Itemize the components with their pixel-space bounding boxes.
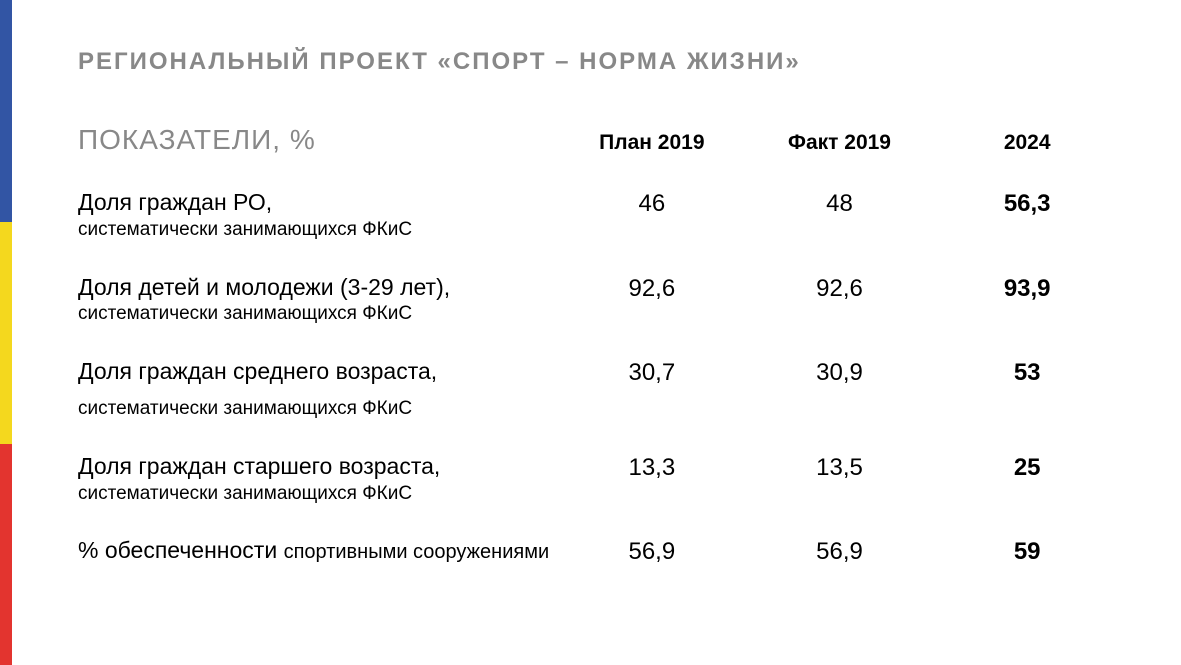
row-label-sub: систематически занимающихся ФКиС [78, 218, 558, 243]
cell-plan2019: 46 [558, 188, 746, 218]
cell-fact2019: 48 [746, 188, 934, 218]
col-header-plan2019: План 2019 [558, 131, 746, 155]
row-label-sub: систематически занимающихся ФКиС [78, 482, 558, 507]
cell-plan2019: 92,6 [558, 273, 746, 303]
cell-2024: 93,9 [933, 273, 1121, 303]
row-label-sub: систематически занимающихся ФКиС [78, 302, 558, 327]
col-header-fact2019: Факт 2019 [746, 131, 934, 155]
cell-fact2019: 92,6 [746, 273, 934, 303]
table-row: % обеспеченности спортивными сооружениям… [78, 536, 1121, 566]
col-header-2024: 2024 [933, 131, 1121, 155]
cell-plan2019: 30,7 [558, 357, 746, 387]
slide-content: РЕГИОНАЛЬНЫЙ ПРОЕКТ «СПОРТ – НОРМА ЖИЗНИ… [0, 0, 1181, 636]
cell-plan2019: 13,3 [558, 452, 746, 482]
row-label-main: Доля граждан РО, [78, 188, 558, 218]
cell-fact2019: 30,9 [746, 357, 934, 387]
row-label: % обеспеченности спортивными сооружениям… [78, 536, 558, 566]
stripe-yellow [0, 222, 12, 444]
cell-fact2019: 56,9 [746, 536, 934, 566]
row-label-main: Доля граждан среднего возраста, [78, 357, 558, 387]
table-header-row: ПОКАЗАТЕЛИ, % План 2019 Факт 2019 2024 [78, 124, 1121, 156]
cell-fact2019: 13,5 [746, 452, 934, 482]
cell-2024: 59 [933, 536, 1121, 566]
table-subheading: ПОКАЗАТЕЛИ, % [78, 124, 558, 156]
cell-2024: 25 [933, 452, 1121, 482]
table-row: Доля граждан среднего возраста, системат… [78, 357, 1121, 422]
table-row: Доля граждан старшего возраста, системат… [78, 452, 1121, 507]
row-label: Доля граждан среднего возраста, системат… [78, 357, 558, 422]
cell-plan2019: 56,9 [558, 536, 746, 566]
row-label-part-a: % обеспеченности [78, 537, 284, 563]
row-label: Доля граждан старшего возраста, системат… [78, 452, 558, 507]
indicators-table: ПОКАЗАТЕЛИ, % План 2019 Факт 2019 2024 Д… [78, 124, 1121, 566]
row-label: Доля граждан РО, систематически занимающ… [78, 188, 558, 243]
row-label-main: Доля граждан старшего возраста, [78, 452, 558, 482]
table-row: Доля детей и молодежи (3-29 лет), систем… [78, 273, 1121, 328]
row-label-sub: систематически занимающихся ФКиС [78, 397, 558, 422]
row-label-single: % обеспеченности спортивными сооружениям… [78, 537, 549, 563]
stripe-blue [0, 0, 12, 222]
cell-2024: 56,3 [933, 188, 1121, 218]
cell-2024: 53 [933, 357, 1121, 387]
table-row: Доля граждан РО, систематически занимающ… [78, 188, 1121, 243]
side-stripe [0, 0, 12, 665]
row-label-part-b: спортивными сооружениями [284, 541, 550, 563]
row-label-main: Доля детей и молодежи (3-29 лет), [78, 273, 558, 303]
row-label: Доля детей и молодежи (3-29 лет), систем… [78, 273, 558, 328]
stripe-red [0, 444, 12, 665]
page-title: РЕГИОНАЛЬНЫЙ ПРОЕКТ «СПОРТ – НОРМА ЖИЗНИ… [78, 48, 1121, 76]
